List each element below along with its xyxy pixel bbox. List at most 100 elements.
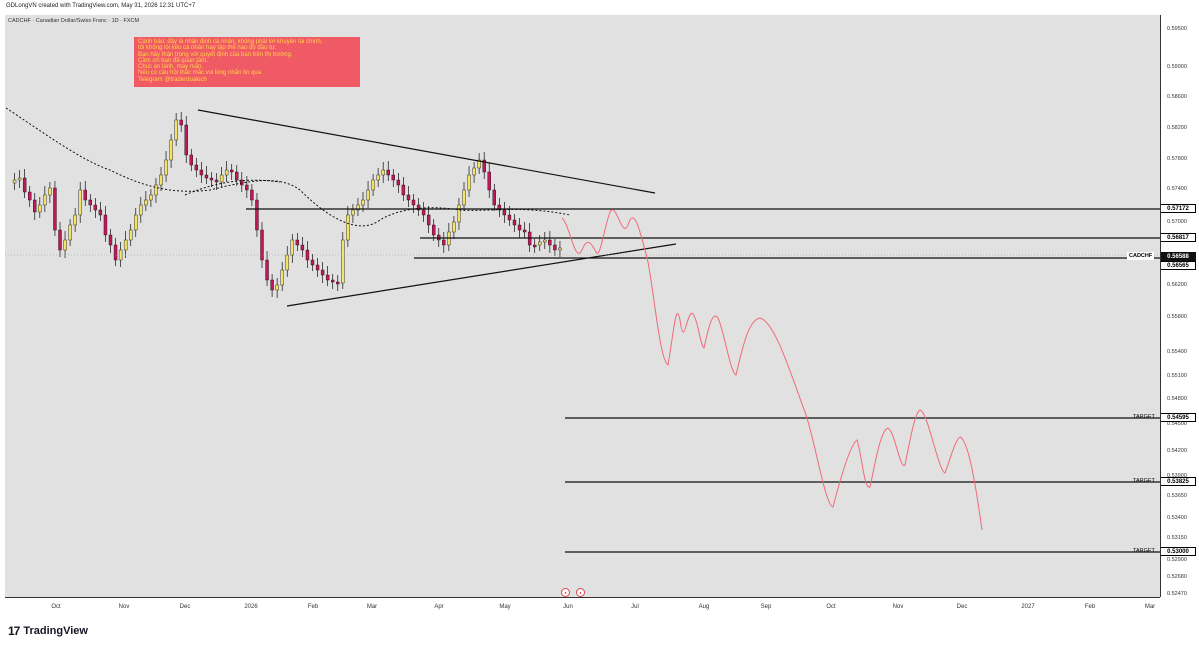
candle-body xyxy=(164,159,168,176)
candle-body xyxy=(467,174,471,191)
candle-body xyxy=(432,224,436,236)
price-tick: 0.57400 xyxy=(1167,186,1187,192)
candle-body xyxy=(260,229,264,261)
event-marker-icon[interactable]: ● xyxy=(576,588,585,597)
price-tick: 0.53650 xyxy=(1167,493,1187,499)
note-line: tôi không lôi kéo cá nhân hay tập thể nà… xyxy=(138,45,277,52)
candle-body xyxy=(73,214,77,226)
candle-body xyxy=(507,214,512,221)
candle-body xyxy=(43,194,47,206)
time-tick: Jun xyxy=(563,604,573,610)
candle-body xyxy=(245,184,249,191)
candle-body xyxy=(426,214,431,226)
candle-body xyxy=(179,119,183,126)
candle-body xyxy=(184,124,188,156)
time-tick: Aug xyxy=(698,604,710,610)
price-tick: 0.53400 xyxy=(1167,515,1187,521)
candle-body xyxy=(68,224,72,241)
candle-body xyxy=(149,194,153,201)
candle-body xyxy=(472,167,476,176)
target-tag: TARGET xyxy=(1133,478,1155,484)
time-axis[interactable] xyxy=(5,597,1160,617)
time-tick: Oct xyxy=(51,604,61,610)
time-tick: 2027 xyxy=(1021,604,1035,610)
candle-body xyxy=(128,229,133,241)
candle-body xyxy=(482,159,486,173)
price-tick: 0.52900 xyxy=(1167,557,1187,563)
time-tick: Dec xyxy=(956,604,968,610)
price-tick: 0.59500 xyxy=(1167,26,1187,32)
warning-note[interactable]: Cảnh báo: đây là nhận định cá nhân, khôn… xyxy=(134,37,360,87)
time-tick: Nov xyxy=(118,604,130,610)
candle-body xyxy=(194,164,199,171)
time-tick: Apr xyxy=(434,604,444,610)
note-line: Cảnh báo: đây là nhận định cá nhân, khôn… xyxy=(138,39,323,45)
candle-body xyxy=(356,204,360,211)
candle-body xyxy=(88,199,93,206)
lower-trendline xyxy=(286,243,677,307)
candle-body xyxy=(497,204,502,211)
price-label-last: 0.56588 xyxy=(1161,252,1196,261)
candle-body xyxy=(477,159,481,169)
price-tick: 0.54200 xyxy=(1167,448,1187,454)
price-tick: 0.57000 xyxy=(1167,219,1187,225)
candle-body xyxy=(522,229,527,233)
candle-body xyxy=(189,154,194,166)
candles-group xyxy=(12,112,562,298)
candle-body xyxy=(159,174,163,186)
candle-body xyxy=(416,204,421,211)
price-tick: 0.54500 xyxy=(1167,421,1187,427)
chart-area[interactable] xyxy=(5,15,1160,597)
candle-body xyxy=(533,244,537,248)
candle-body xyxy=(300,244,305,251)
tradingview-wordmark: TradingView xyxy=(23,625,88,637)
candle-body xyxy=(391,174,395,181)
candle-body xyxy=(58,229,62,251)
candle-body xyxy=(457,204,461,223)
candle-body xyxy=(361,199,365,206)
time-tick: Jul xyxy=(631,604,639,610)
candle-body xyxy=(93,204,98,211)
candle-body xyxy=(255,199,259,231)
time-tick: Sep xyxy=(760,604,772,610)
candle-body xyxy=(421,209,426,216)
candle-body xyxy=(108,234,113,246)
candle-body xyxy=(553,244,557,251)
moving-average-group xyxy=(5,107,571,227)
price-tick: 0.55800 xyxy=(1167,314,1187,320)
candle-body xyxy=(48,187,52,196)
candle-body xyxy=(83,189,87,201)
event-marker-icon[interactable]: ● xyxy=(561,588,570,597)
candle-body xyxy=(331,279,335,283)
note-line: Nếu có câu hỏi thắc mắc vui lòng nhắn ti… xyxy=(138,70,262,77)
candle-body xyxy=(103,214,108,236)
candle-body xyxy=(63,239,67,251)
candle-body xyxy=(275,284,279,291)
candle-body xyxy=(224,169,229,176)
candle-body xyxy=(295,239,300,246)
candle-body xyxy=(336,281,340,285)
candle-body xyxy=(411,199,416,206)
note-line: Chúc an lành, may mắn. xyxy=(138,64,204,71)
candle-body xyxy=(376,174,380,181)
candle-body xyxy=(371,179,375,191)
time-tick: Mar xyxy=(1144,604,1156,610)
upper-trendline xyxy=(197,109,656,194)
candle-body xyxy=(270,279,274,291)
note-line: Bạn hãy thận trọng với quyết định của bạ… xyxy=(138,51,293,58)
projection-group xyxy=(561,209,983,531)
price-scale[interactable] xyxy=(1160,15,1199,597)
candle-body xyxy=(401,184,406,196)
candle-body xyxy=(351,209,355,216)
candle-body xyxy=(199,169,204,176)
price-tick: 0.56200 xyxy=(1167,282,1187,288)
candle-body xyxy=(17,177,22,181)
candle-body xyxy=(325,274,330,281)
candle-body xyxy=(229,169,234,173)
candle-body xyxy=(517,224,522,231)
candle-body xyxy=(204,174,209,179)
candle-body xyxy=(487,171,491,191)
candle-body xyxy=(235,171,239,181)
candle-body xyxy=(219,174,224,183)
